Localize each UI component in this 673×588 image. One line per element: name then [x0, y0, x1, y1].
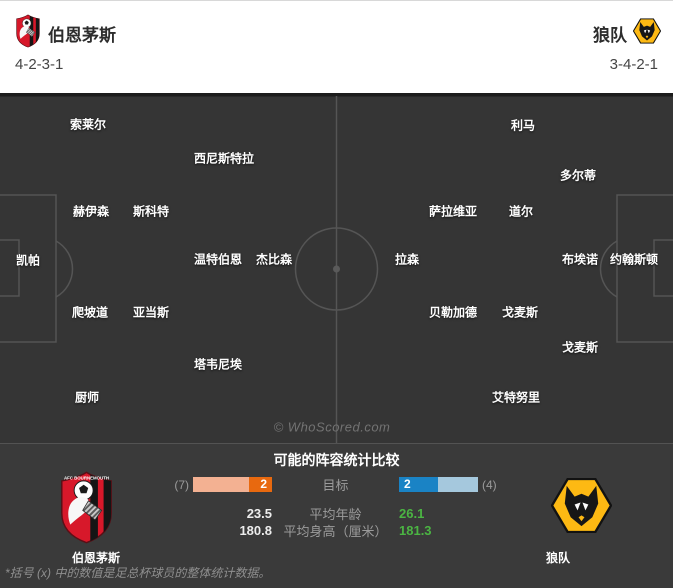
- player-label[interactable]: 索莱尔: [69, 117, 107, 132]
- lineup-stats-section: 可能的阵容统计比较 AFC BOURNEMOUTH 伯恩茅斯 狼队 (7) 2 …: [0, 443, 673, 588]
- player-label[interactable]: 约翰斯顿: [609, 252, 659, 267]
- player-label[interactable]: 多尔蒂: [559, 168, 597, 183]
- player-label[interactable]: 西尼斯特拉: [193, 151, 255, 166]
- whoscored-watermark: © WhoScored.com: [273, 419, 391, 435]
- away-avg-age: 26.1: [399, 506, 425, 521]
- bournemouth-crest-icon: AFC BOURNEMOUTH: [58, 470, 115, 545]
- pitch-markings: [0, 93, 673, 443]
- home-goals-bar-value: 2: [249, 477, 272, 492]
- age-label: 平均年龄: [309, 507, 362, 522]
- player-label[interactable]: 艾特努里: [491, 390, 541, 405]
- player-label[interactable]: 贝勒加德: [428, 305, 478, 320]
- home-avg-age: 23.5: [246, 506, 272, 521]
- home-goals-bar: 2: [193, 477, 272, 492]
- away-formation: 3-4-2-1: [609, 56, 658, 73]
- away-goals-total: (4): [482, 477, 497, 492]
- home-formation: 4-2-3-1: [15, 56, 64, 73]
- goals-label: 目标: [322, 478, 349, 493]
- stat-row-goals: (7) 2 目标 2 (4): [56, 475, 617, 493]
- away-goals-bar: 2: [399, 477, 478, 492]
- crest-banner-text: AFC BOURNEMOUTH: [64, 475, 109, 480]
- player-label[interactable]: 亚当斯: [132, 305, 170, 320]
- formation-pitch: 索莱尔 西尼斯特拉 赫伊森 斯科特 凯帕 温特伯恩 杰比森 爬坡道 亚当斯 塔韦…: [0, 93, 673, 443]
- player-label[interactable]: 杰比森: [255, 252, 293, 267]
- bournemouth-crest-icon[interactable]: [14, 14, 42, 48]
- player-label[interactable]: 戈麦斯: [501, 305, 539, 320]
- stats-away-team-label: 狼队: [546, 551, 571, 565]
- player-label[interactable]: 布埃诺: [561, 252, 599, 267]
- away-avg-height: 181.3: [399, 523, 432, 538]
- stats-title: 可能的阵容统计比较: [273, 452, 400, 468]
- player-label[interactable]: 萨拉维亚: [428, 204, 478, 219]
- height-label: 平均身高（厘米）: [283, 524, 388, 539]
- home-goals-total: (7): [174, 477, 189, 492]
- player-label[interactable]: 温特伯恩: [193, 252, 243, 267]
- stat-row-age: 23.5 平均年龄 26.1: [56, 504, 617, 522]
- player-label[interactable]: 道尔: [508, 204, 534, 219]
- stat-row-height: 180.8 平均身高（厘米） 181.3: [56, 521, 617, 539]
- player-label[interactable]: 爬坡道: [71, 305, 109, 320]
- player-label[interactable]: 斯科特: [132, 204, 170, 219]
- stats-home-team-label: 伯恩茅斯: [72, 551, 121, 565]
- player-label[interactable]: 利马: [510, 118, 536, 133]
- wolves-crest-icon[interactable]: [633, 18, 661, 44]
- player-label[interactable]: 赫伊森: [72, 204, 110, 219]
- away-goals-bar-value: 2: [399, 477, 438, 492]
- stats-footnote: *括号 (x) 中的数值是足总杯球员的整体统计数据。: [5, 566, 271, 580]
- player-label[interactable]: 厨师: [74, 390, 100, 405]
- match-header: 伯恩茅斯 4-2-3-1 狼队 3-4-2-1: [0, 0, 673, 93]
- player-label[interactable]: 戈麦斯: [561, 340, 599, 355]
- player-label[interactable]: 凯帕: [15, 253, 41, 268]
- player-label[interactable]: 塔韦尼埃: [193, 357, 243, 372]
- home-team-name[interactable]: 伯恩茅斯: [48, 26, 116, 45]
- home-avg-height: 180.8: [239, 523, 272, 538]
- player-label[interactable]: 拉森: [394, 252, 420, 267]
- stats-grid: (7) 2 目标 2 (4) 23.5 平均年龄 26.1: [56, 475, 617, 539]
- away-team-name[interactable]: 狼队: [593, 26, 627, 45]
